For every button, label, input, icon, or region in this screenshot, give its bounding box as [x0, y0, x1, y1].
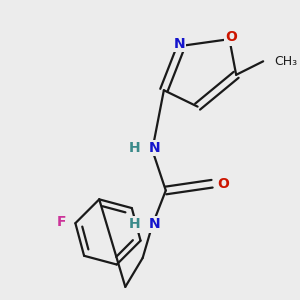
Text: H: H: [129, 217, 141, 231]
Text: O: O: [225, 30, 237, 44]
Text: N: N: [173, 37, 185, 51]
Text: F: F: [57, 215, 67, 229]
Text: H: H: [129, 141, 141, 155]
Text: N: N: [148, 141, 160, 155]
Text: N: N: [148, 217, 160, 231]
Text: CH₃: CH₃: [275, 55, 298, 68]
Text: O: O: [218, 177, 230, 191]
